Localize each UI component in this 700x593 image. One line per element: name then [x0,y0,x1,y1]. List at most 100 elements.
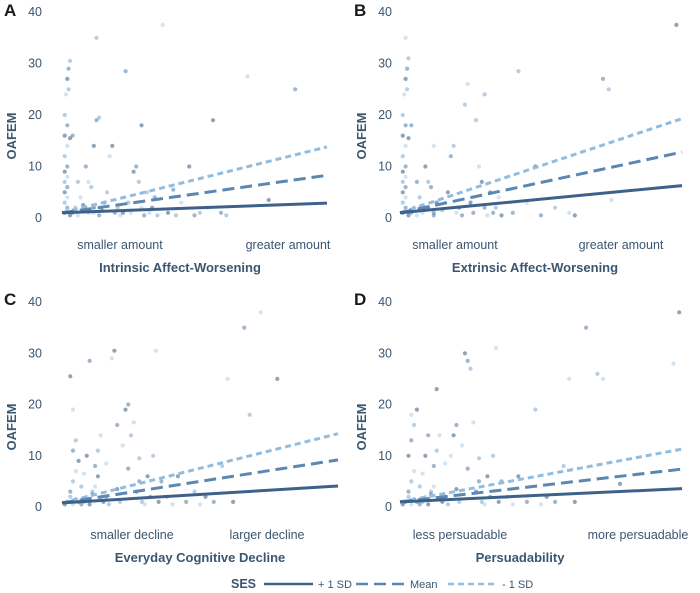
data-point [203,494,208,499]
data-point [572,499,577,504]
data-point [147,210,152,215]
data-point [533,407,538,412]
data-point [451,143,456,148]
data-point [128,433,134,438]
y-tick-label: 30 [378,346,392,360]
data-point [510,502,515,507]
data-point [402,92,407,97]
y-ticks: 0 10 20 30 40 [378,5,392,225]
data-point [414,179,419,184]
data-point [459,213,465,218]
data-point [70,133,75,138]
data-point [437,433,442,438]
data-point [82,471,87,476]
data-point [115,205,120,210]
data-point [86,179,91,184]
regression-lines [399,447,683,504]
data-point [485,213,490,218]
data-point [400,154,405,159]
data-point [145,474,150,479]
data-point [76,458,81,463]
data-point [567,210,572,215]
data-point [406,494,411,499]
regression-line-mean [61,458,339,505]
data-point [242,325,247,330]
data-point [84,453,89,458]
y-axis-label: OAFEM [4,404,19,451]
data-point [510,210,515,215]
data-point [499,213,504,218]
data-point [400,179,405,184]
regression-line-plus-1sd [61,201,328,215]
data-point [151,453,156,458]
data-point [66,87,71,92]
y-tick-label: 40 [28,5,42,19]
data-point [400,502,405,507]
data-point [609,197,614,203]
y-tick-label: 30 [28,346,42,360]
y-ticks: 0 10 20 30 40 [28,5,42,225]
x-axis-label: Intrinsic Affect-Worsening [99,260,261,275]
data-point [107,154,112,159]
data-point [65,164,70,169]
data-point [482,205,487,210]
data-point [109,356,114,361]
data-point [414,407,419,412]
data-point [405,66,410,71]
data-point [496,499,501,504]
data-point [192,213,197,218]
data-point [75,179,80,184]
y-tick-label: 30 [28,57,42,71]
data-point [131,420,136,425]
data-point [62,179,67,184]
data-point [89,185,94,190]
data-point [493,205,498,210]
data-point [170,502,175,507]
x-axis-label: Persuadability [476,550,566,565]
data-point [131,169,136,174]
data-point [94,35,99,40]
data-point [136,179,141,184]
data-point [476,456,482,461]
y-axis-label: OAFEM [354,404,369,451]
data-points [400,22,679,218]
data-point [595,371,600,376]
data-point [266,197,271,203]
data-point [110,143,115,148]
y-tick-label: 20 [378,398,392,412]
data-point [68,374,73,379]
data-point [65,123,70,128]
data-point [118,213,123,218]
data-point [600,76,606,81]
x-tick-label: greater amount [579,238,664,252]
data-point [468,200,473,205]
data-point [62,200,67,205]
data-point [479,179,484,184]
regression-line-plus-1sd [61,484,339,505]
data-point [112,348,117,353]
panel-letter-b: B [354,1,366,20]
panel-b: B OAFEM Extrinsic Affect-Worsening small… [354,1,683,275]
data-point [491,453,496,458]
data-point [471,210,476,215]
data-point [443,461,448,466]
data-point [62,112,67,118]
data-point [142,213,147,218]
x-tick-label: smaller decline [90,528,173,542]
data-point [479,499,484,504]
data-point [106,502,111,507]
data-point [67,213,73,218]
x-axis-label: Extrinsic Affect-Worsening [452,260,618,275]
data-point [403,205,408,210]
data-point [409,479,414,484]
x-tick-label: smaller amount [77,238,163,252]
data-point [406,453,411,458]
data-point [445,502,450,507]
data-point [409,123,414,128]
data-point [406,136,411,141]
data-point [412,422,417,428]
data-point [97,213,102,218]
data-point [406,56,411,61]
data-point [87,358,92,363]
y-tick-label: 0 [35,211,42,225]
